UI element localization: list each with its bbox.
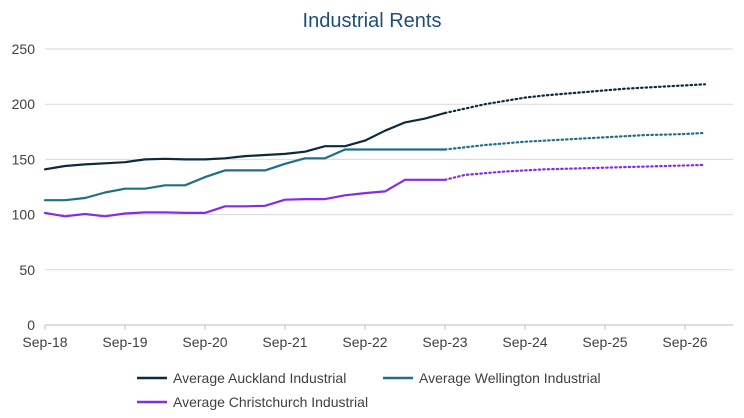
series-line-forecast-2 xyxy=(443,163,707,181)
series-line-forecast-0 xyxy=(443,83,707,115)
y-tick-label: 50 xyxy=(19,262,35,278)
x-tick-label: Sep-21 xyxy=(262,334,307,350)
y-tick-label: 0 xyxy=(27,317,35,333)
y-tick-label: 250 xyxy=(12,41,36,57)
x-tick-label: Sep-25 xyxy=(582,334,627,350)
y-tick-label: 200 xyxy=(12,96,36,112)
x-tick-label: Sep-24 xyxy=(502,334,547,350)
x-tick-label: Sep-26 xyxy=(662,334,707,350)
series-line-actual-0 xyxy=(43,111,447,171)
y-tick-label: 100 xyxy=(12,207,36,223)
legend-label-2: Average Christchurch Industrial xyxy=(173,394,368,410)
series-line-forecast-1 xyxy=(443,131,707,151)
series-lines xyxy=(43,83,707,218)
x-tick-label: Sep-22 xyxy=(342,334,387,350)
y-tick-label: 150 xyxy=(12,151,36,167)
x-tick-label: Sep-18 xyxy=(22,334,67,350)
legend-label-1: Average Wellington Industrial xyxy=(419,370,601,386)
axes: 0 50 100 150 200 250 Sep-18 Sep-19 Sep-20 Sep-21 S… xyxy=(12,41,733,350)
legend-label-0: Average Auckland Industrial xyxy=(173,370,346,386)
x-tick-label: Sep-23 xyxy=(422,334,467,350)
legend: Average Auckland Industrial Average Welli… xyxy=(137,370,601,410)
series-line-actual-1 xyxy=(43,148,447,202)
chart-title: Industrial Rents xyxy=(303,10,442,32)
x-tick-label: Sep-20 xyxy=(182,334,227,350)
x-tick-label: Sep-19 xyxy=(102,334,147,350)
series-line-actual-2 xyxy=(43,178,447,218)
